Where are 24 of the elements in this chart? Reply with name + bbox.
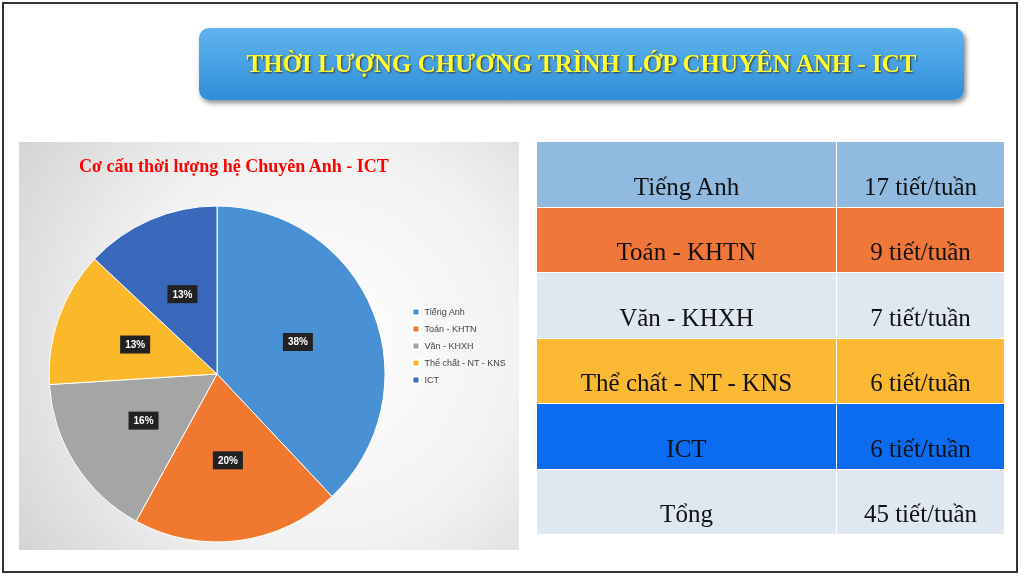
data-label: 20% — [217, 454, 239, 466]
legend-label: ICT — [424, 375, 440, 385]
category-label: Tổng — [537, 469, 837, 534]
text: 45 tiết/tuần — [863, 500, 978, 527]
legend-label: Thể chất - NT - KNS — [424, 358, 506, 368]
category-label: Thể chất - NT - KNS — [537, 338, 837, 403]
text: THỜI LƯỢNG CHƯƠNG TRÌNH LỚP CHUYÊN ANH - ICT — [199, 28, 964, 100]
legend-label: Văn - KHXH — [424, 341, 474, 351]
category-label: Văn - KHXH — [537, 273, 837, 338]
data-label: 16% — [133, 415, 154, 427]
data-label: 13% — [172, 288, 193, 300]
legend-label: Tiếng Anh — [424, 307, 465, 317]
text: 6 tiết/tuần — [870, 369, 971, 396]
data-label: 13% — [125, 339, 146, 351]
text: 7 tiết/tuần — [870, 303, 971, 331]
chart-subtitle: Cơ cấu thời lượng hệ Chuyên Anh - ICT — [79, 156, 389, 176]
text: 17 tiết/tuần — [863, 172, 978, 200]
category-label: Toán - KHTN — [537, 207, 837, 272]
data-label: 38% — [287, 336, 309, 348]
legend-label: Toán - KHTN — [424, 324, 477, 334]
category-label: Tiếng Anh — [537, 142, 837, 207]
text: 6 tiết/tuần — [870, 434, 971, 462]
category-label: ICT — [537, 404, 837, 469]
text: 9 tiết/tuần — [870, 238, 971, 265]
